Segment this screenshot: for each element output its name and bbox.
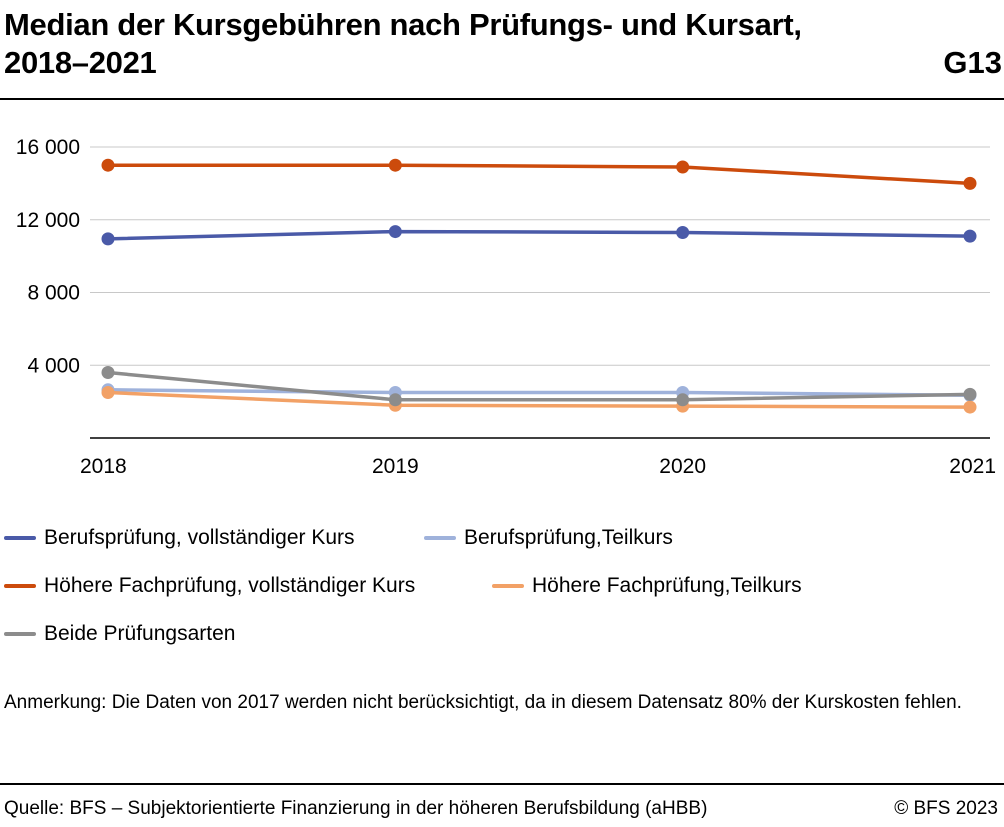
data-point xyxy=(676,225,690,239)
data-point xyxy=(388,225,402,239)
legend-label: Berufsprüfung, vollständiger Kurs xyxy=(44,526,355,549)
line-chart: 4 000 8 000 12 000 16 000 2018 2019 2020 2021 xyxy=(16,136,996,478)
y-tick-label: 16 000 xyxy=(16,136,80,159)
footnote: Anmerkung: Die Daten von 2017 werden nic… xyxy=(4,692,962,713)
legend-item-berufspruefung-teilkurs: Berufsprüfung,Teilkurs xyxy=(424,526,673,550)
chart-title: Median der Kursgebühren nach Prüfungs- u… xyxy=(4,7,802,80)
data-point xyxy=(676,160,690,174)
axis-layer: 4 000 8 000 12 000 16 000 2018 2019 2020 2021 xyxy=(16,136,996,478)
series-line xyxy=(106,163,972,186)
series-line xyxy=(106,370,972,402)
y-tick-label: 8 000 xyxy=(27,282,80,305)
chart-code: G13 xyxy=(943,45,1002,80)
data-point xyxy=(963,387,977,401)
bottom-rule xyxy=(0,783,1004,785)
top-rule xyxy=(0,98,1004,100)
y-tick-label: 12 000 xyxy=(16,209,80,232)
legend-label: Höhere Fachprüfung, vollständiger Kurs xyxy=(44,574,416,597)
data-point xyxy=(963,176,977,190)
series-line xyxy=(106,388,972,398)
legend-swatch xyxy=(424,536,456,540)
data-point xyxy=(101,386,115,400)
x-tick-label: 2019 xyxy=(372,455,419,478)
data-point xyxy=(963,400,977,414)
source-text: Quelle: BFS – Subjektorientierte Finanzi… xyxy=(4,798,708,819)
data-point xyxy=(101,366,115,380)
legend-swatch xyxy=(4,536,36,540)
legend-swatch xyxy=(4,632,36,636)
series-layer xyxy=(101,158,977,414)
x-tick-label: 2020 xyxy=(659,455,706,478)
legend-label: Berufsprüfung,Teilkurs xyxy=(464,526,673,549)
data-point xyxy=(676,393,690,407)
legend-item-beide-pruefungsarten: Beide Prüfungsarten xyxy=(4,622,235,646)
grid-layer xyxy=(90,146,990,366)
data-point xyxy=(963,229,977,243)
data-point xyxy=(388,158,402,172)
legend-item-hoehere-fachpruefung-teilkurs: Höhere Fachprüfung,Teilkurs xyxy=(492,574,802,598)
legend-label: Beide Prüfungsarten xyxy=(44,622,236,645)
copyright-text: © BFS 2023 xyxy=(894,798,998,819)
legend-swatch xyxy=(492,584,524,588)
legend-label: Höhere Fachprüfung,Teilkurs xyxy=(532,574,802,597)
series-line xyxy=(106,229,972,241)
legend-swatch xyxy=(4,584,36,588)
data-point xyxy=(101,158,115,172)
x-tick-label: 2021 xyxy=(949,455,996,478)
x-tick-label: 2018 xyxy=(80,455,127,478)
series-line xyxy=(106,390,972,409)
y-tick-label: 4 000 xyxy=(27,354,80,377)
legend-item-hoehere-fachpruefung-vollstaendig: Höhere Fachprüfung, vollständiger Kurs xyxy=(4,574,415,598)
data-point xyxy=(388,393,402,407)
legend-item-berufspruefung-vollstaendig: Berufsprüfung, vollständiger Kurs xyxy=(4,526,355,550)
data-point xyxy=(101,232,115,246)
